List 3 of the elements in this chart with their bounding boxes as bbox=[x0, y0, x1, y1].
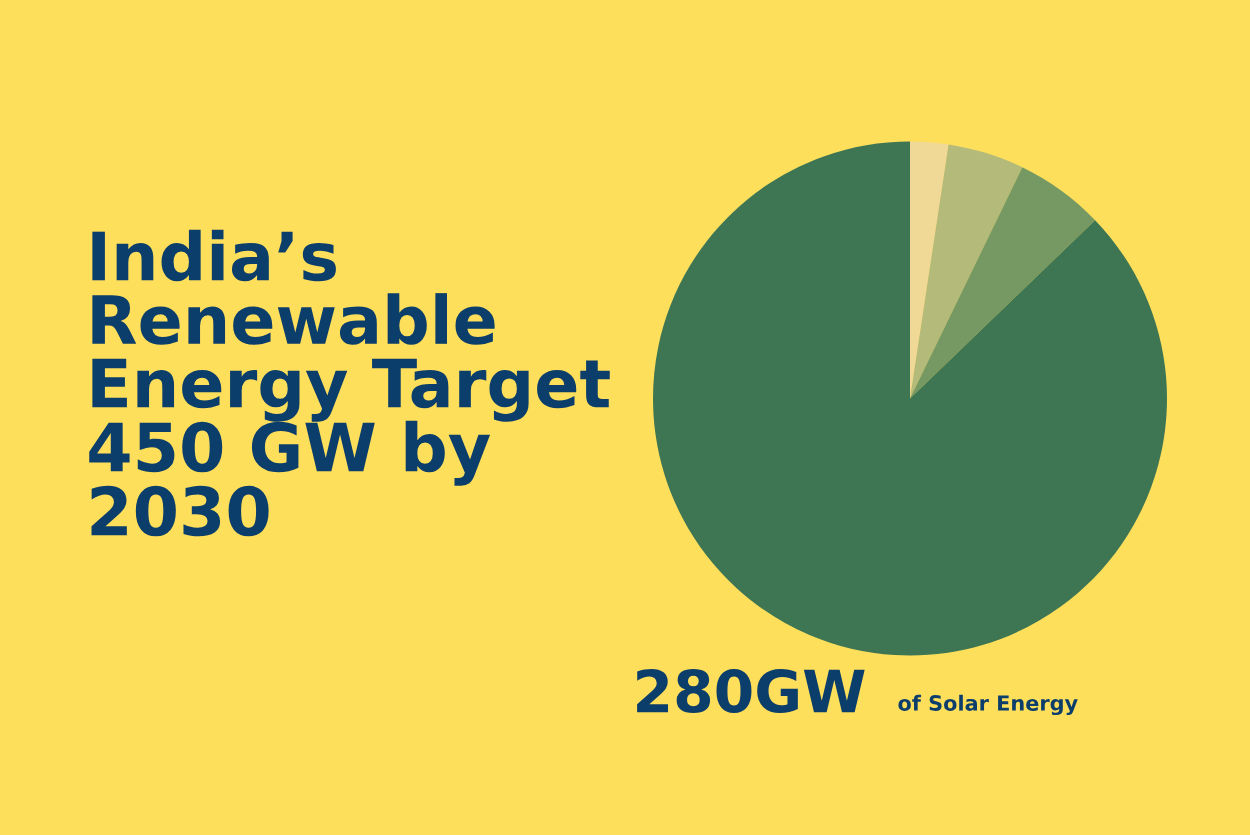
text: India’s Renewable Energy Target 450 GW by 2030 bbox=[89, 229, 610, 537]
text: 280GW bbox=[637, 668, 865, 714]
text: of Solar Energy bbox=[898, 694, 1078, 716]
